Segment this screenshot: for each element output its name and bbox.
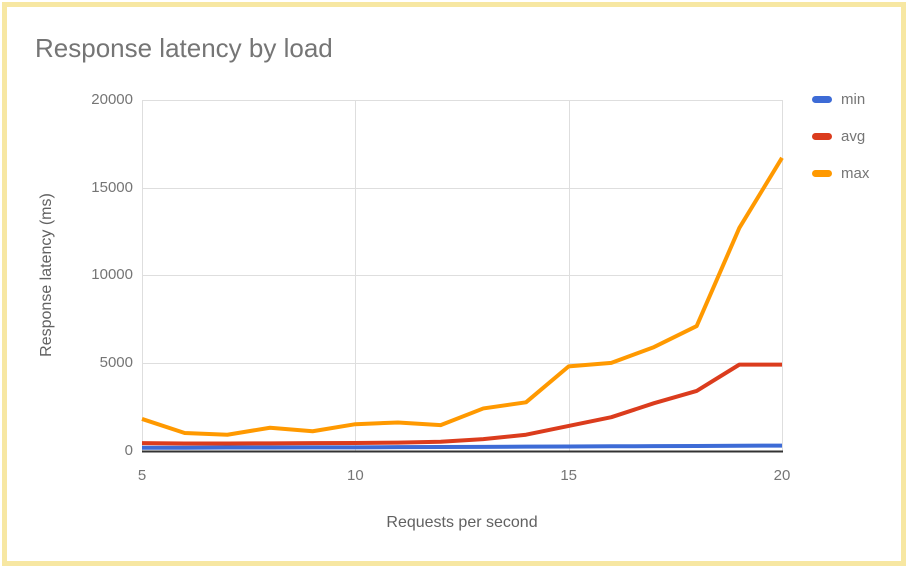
- legend-item-max: max: [812, 166, 869, 181]
- legend-label-avg: avg: [841, 128, 866, 145]
- y-axis-tick-label: 5000: [99, 353, 133, 371]
- legend-swatch-avg: [812, 133, 832, 140]
- x-axis-tick-label: 5: [137, 467, 147, 484]
- legend-label-min: min: [841, 91, 866, 108]
- legend-item-avg: avg: [812, 129, 869, 144]
- x-axis-title: Requests per second: [386, 514, 538, 531]
- x-axis-tick-label: 20: [773, 467, 791, 484]
- legend-label-max: max: [841, 165, 870, 182]
- x-axis-tick-label: 15: [560, 467, 577, 484]
- legend-swatch-min: [812, 96, 832, 103]
- x-axis-tick-label: 10: [346, 467, 364, 484]
- chart-title: Response latency by load: [35, 33, 333, 63]
- legend: min avg max: [812, 92, 869, 203]
- y-axis-tick-label: 0: [124, 441, 133, 459]
- legend-item-min: min: [812, 92, 869, 107]
- legend-swatch-max: [812, 170, 832, 177]
- y-axis-tick-label: 10000: [91, 266, 133, 284]
- series-line-min: [142, 443, 783, 450]
- y-axis-tick-label: 15000: [91, 178, 133, 196]
- series-line-max: [141, 156, 784, 437]
- y-axis-title: Response latency (ms): [38, 193, 55, 357]
- series-line-avg: [141, 362, 782, 446]
- y-axis-tick-label: 20000: [91, 91, 133, 108]
